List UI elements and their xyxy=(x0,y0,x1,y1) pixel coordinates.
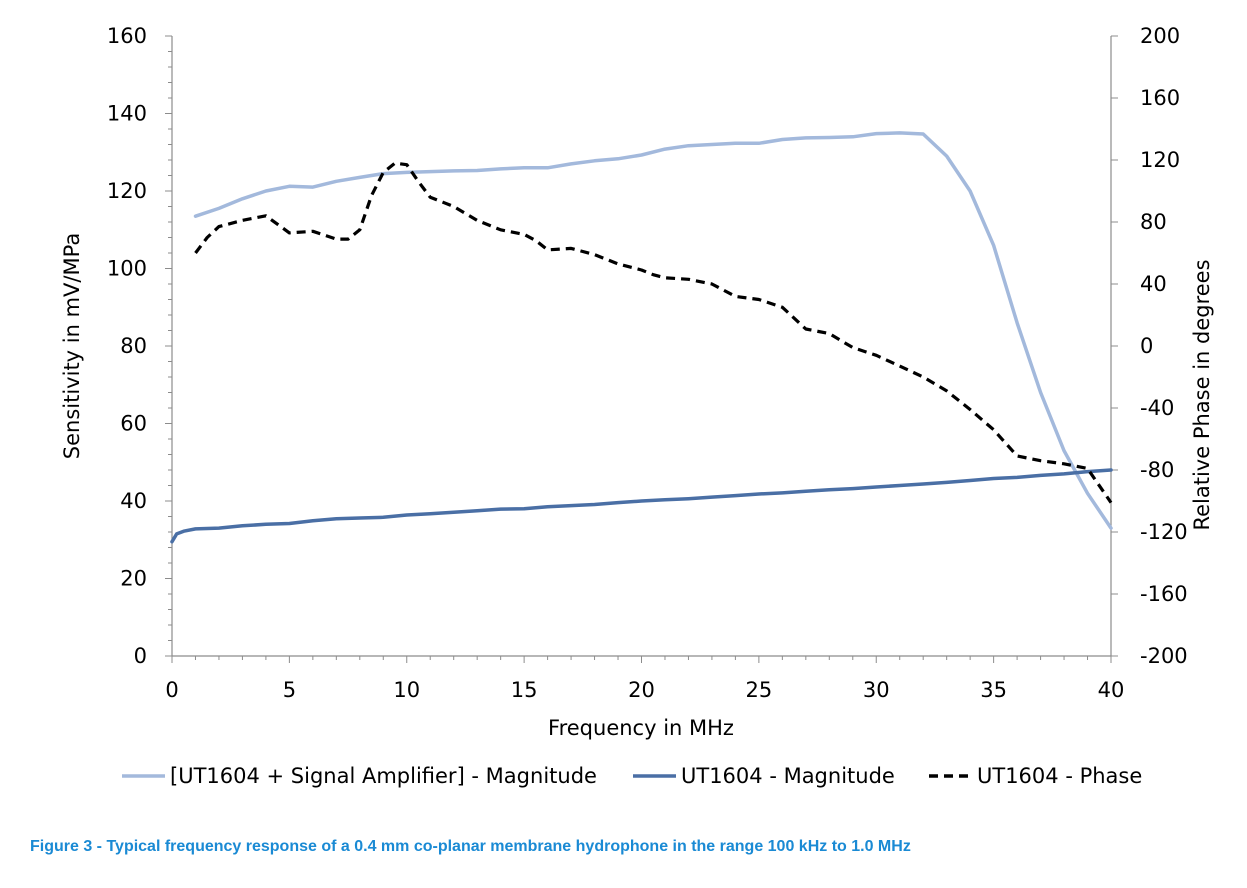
x-tick-label: 10 xyxy=(393,678,420,702)
y-tick-label: 140 xyxy=(107,102,147,126)
y2-tick-label: -200 xyxy=(1140,644,1188,668)
y-tick-label: 20 xyxy=(120,567,147,591)
y-tick-label: 40 xyxy=(120,489,147,513)
axes xyxy=(165,35,1118,663)
legend-label-amplifier-magnitude: [UT1604 + Signal Amplifier] - Magnitude xyxy=(170,764,597,788)
x-tick-label: 40 xyxy=(1098,678,1125,702)
y-tick-label: 80 xyxy=(120,334,147,358)
legend-label-ut1604-magnitude: UT1604 - Magnitude xyxy=(681,764,895,788)
y2-tick-label: 0 xyxy=(1140,334,1153,358)
y2-tick-label: -160 xyxy=(1140,582,1188,606)
y2-tick-label: 120 xyxy=(1140,148,1180,172)
y2-axis-title: Relative Phase in degrees xyxy=(1190,259,1214,530)
x-tick-label: 35 xyxy=(980,678,1007,702)
x-axis-title: Frequency in MHz xyxy=(548,716,734,740)
y2-tick-label: 80 xyxy=(1140,210,1167,234)
series-layer xyxy=(170,131,1113,544)
legend: [UT1604 + Signal Amplifier] - Magnitude … xyxy=(122,764,1142,788)
figure-caption: Figure 3 - Typical frequency response of… xyxy=(30,838,911,855)
x-tick-label: 15 xyxy=(511,678,538,702)
x-tick-label: 20 xyxy=(628,678,655,702)
y2-tick-label: -120 xyxy=(1140,520,1188,544)
y2-tick-label: 40 xyxy=(1140,272,1167,296)
x-tick-label: 30 xyxy=(863,678,890,702)
series-ut1604-phase xyxy=(194,161,1113,504)
tick-labels: 020406080100120140160-200-160-120-80-400… xyxy=(107,24,1188,702)
y2-tick-label: -40 xyxy=(1140,396,1174,420)
x-tick-label: 25 xyxy=(746,678,773,702)
y-tick-label: 60 xyxy=(120,412,147,436)
y-axis-title: Sensitivity in mV/MPa xyxy=(60,233,84,459)
x-tick-label: 0 xyxy=(165,678,178,702)
y-tick-label: 100 xyxy=(107,257,147,281)
series-amplifier-magnitude xyxy=(193,131,1113,530)
y2-tick-label: 160 xyxy=(1140,86,1180,110)
x-tick-label: 5 xyxy=(283,678,296,702)
y-tick-label: 0 xyxy=(134,644,147,668)
y2-tick-label: 200 xyxy=(1140,24,1180,48)
series-ut1604-magnitude xyxy=(170,468,1113,544)
y-tick-label: 160 xyxy=(107,24,147,48)
y-tick-label: 120 xyxy=(107,179,147,203)
y2-tick-label: -80 xyxy=(1140,458,1174,482)
legend-label-ut1604-phase: UT1604 - Phase xyxy=(977,764,1142,788)
